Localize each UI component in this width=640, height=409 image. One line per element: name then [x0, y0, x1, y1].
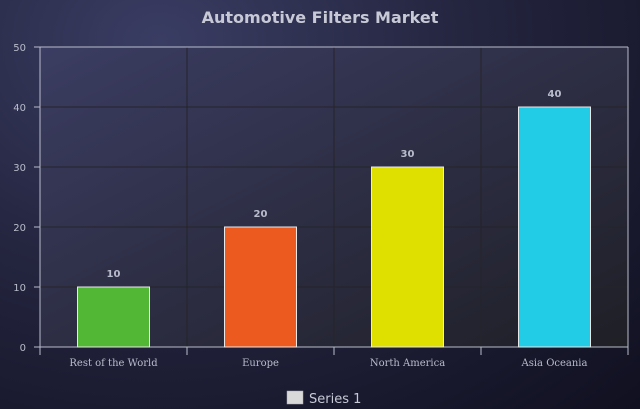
legend[interactable]: Series 1 [286, 390, 361, 407]
chart-title: Automotive Filters Market [202, 8, 439, 27]
y-tick-label-40: 40 [13, 103, 26, 114]
bar-rest-of-the-world [77, 286, 150, 348]
x-tick-label-asia-oceania: Asia Oceania [521, 358, 588, 369]
data-label-asia-oceania: 40 [548, 89, 562, 100]
x-tick-label-europe: Europe [242, 358, 279, 369]
y-tick-label-10: 10 [13, 283, 26, 294]
data-label-north-america: 30 [401, 149, 415, 160]
y-tick-label-30: 30 [13, 163, 26, 174]
bar-asia-oceania [518, 106, 591, 348]
x-tick-label-rest-of-the-world: Rest of the World [69, 358, 158, 369]
y-tick-label-20: 20 [13, 223, 26, 234]
data-label-europe: 20 [254, 209, 268, 220]
x-tick-label-north-america: North America [370, 358, 445, 369]
bar-north-america [371, 166, 444, 348]
bar-europe [224, 226, 297, 348]
y-tick-label-0: 0 [20, 343, 26, 354]
data-label-rest-of-the-world: 10 [107, 269, 121, 280]
legend-label-series-1[interactable]: Series 1 [309, 392, 361, 407]
legend-swatch[interactable] [286, 390, 304, 405]
y-tick-label-50: 50 [13, 43, 26, 54]
bars: 10 20 30 40 [77, 89, 591, 348]
